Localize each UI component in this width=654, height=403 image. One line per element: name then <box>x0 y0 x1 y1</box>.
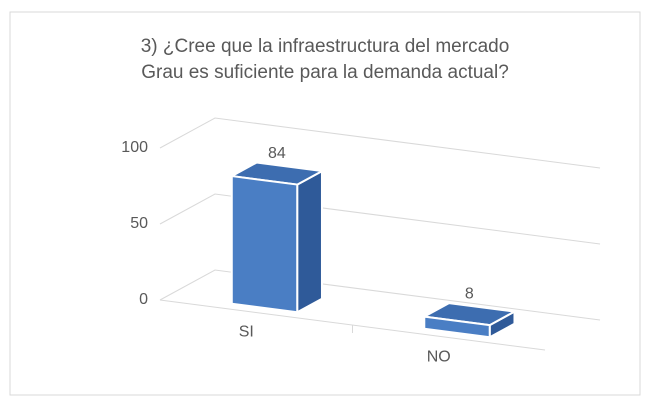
y-tick-label: 100 <box>121 139 148 156</box>
data-label: 84 <box>268 145 286 162</box>
grid-line <box>159 117 601 169</box>
y-tick-label: 0 <box>139 291 148 308</box>
grid-line <box>159 269 601 321</box>
bar <box>230 161 323 314</box>
bar-front <box>423 315 491 339</box>
bar <box>423 302 516 339</box>
x-tick-label: NO <box>427 349 451 366</box>
bar-front <box>230 175 299 314</box>
y-tick-label: 50 <box>130 215 148 232</box>
bar-side <box>296 170 323 314</box>
chart-border <box>9 11 641 396</box>
chart-title: Grau es suficiente para la demanda actua… <box>141 62 509 83</box>
x-tick-label: SI <box>239 324 254 341</box>
data-label: 8 <box>465 285 474 302</box>
grid-line <box>159 193 601 245</box>
chart-title: 3) ¿Cree que la infraestructura del merc… <box>141 36 510 57</box>
